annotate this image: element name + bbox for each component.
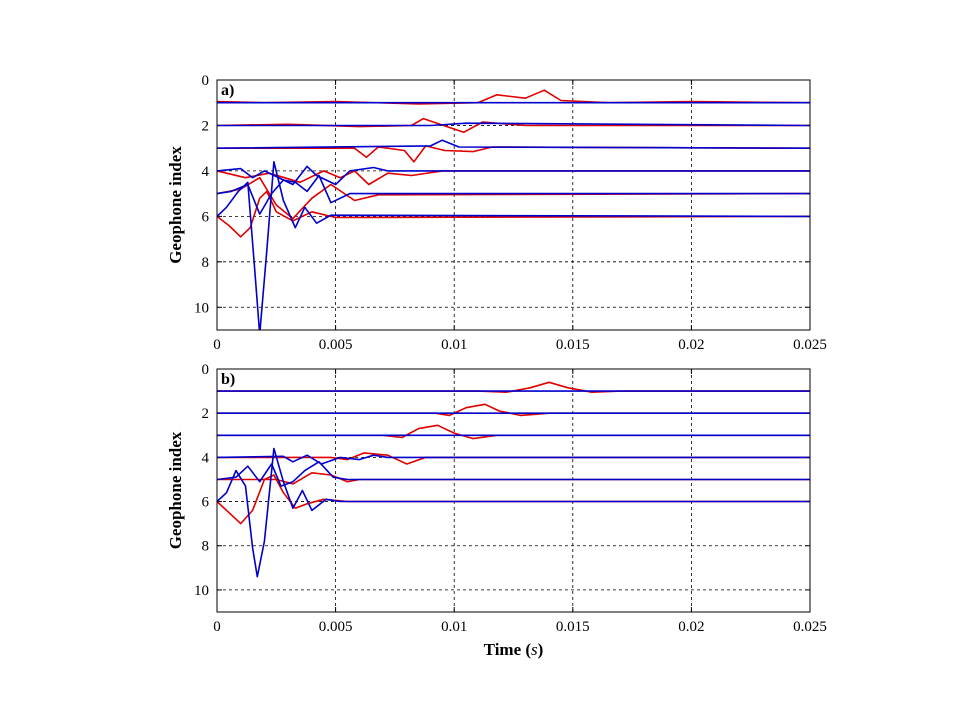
panel-a-trace-g5-red bbox=[217, 176, 810, 220]
panel-b-trace-g5-blue bbox=[217, 461, 810, 487]
panel-a-trace-g2-blue bbox=[217, 122, 810, 127]
panel-a-trace-g3-blue bbox=[217, 139, 810, 149]
panel-a-ylabel: Geophone index bbox=[166, 146, 185, 264]
panel-a-xtick-label: 0.02 bbox=[678, 337, 704, 353]
panel-a-plot-frame bbox=[216, 79, 811, 331]
panel-b-trace-g3-red bbox=[217, 424, 810, 440]
panel-b-xtick-label: 0.025 bbox=[793, 619, 827, 635]
panel-a-xtick-label: 0.01 bbox=[441, 337, 467, 353]
panel-a-trace-g6-red bbox=[217, 190, 810, 238]
panel-a-ytick-label: 0 bbox=[202, 73, 210, 89]
panel-a-label: a) bbox=[221, 82, 234, 99]
panel-b-ytick-label: 4 bbox=[202, 450, 210, 466]
panel-b-trace-g5-red bbox=[217, 472, 810, 485]
panel-a-trace-g6-blue bbox=[217, 161, 810, 330]
panel-b-xlabel: Time (s) bbox=[484, 640, 544, 659]
panel-b-ytick-label: 10 bbox=[194, 583, 209, 599]
panel-a-trace-g1-red bbox=[217, 89, 810, 105]
panel-b-xtick-label: 0.02 bbox=[678, 619, 704, 635]
panel-b-trace-g4-red bbox=[217, 452, 810, 465]
panel-a-ytick-label: 6 bbox=[202, 209, 210, 225]
panel-a-trace-g3-red bbox=[217, 145, 810, 163]
panel-a-xtick-label: 0.015 bbox=[556, 337, 590, 353]
panel-b-ytick-label: 0 bbox=[202, 362, 210, 378]
panel-b-trace-g4-blue bbox=[217, 454, 810, 465]
panel-a-trace-g4-red bbox=[217, 170, 810, 186]
panel-b-xtick-label: 0.01 bbox=[441, 619, 467, 635]
panel-b-ylabel: Geophone index bbox=[166, 431, 185, 549]
panel-a-chart: 0 0.005 0.01 0.015 0.02 0.025 0 2 4 6 8 10 a) Geophon… bbox=[166, 73, 827, 353]
panel-b-plot-frame bbox=[216, 368, 811, 613]
panel-b-ytick-label: 6 bbox=[202, 495, 210, 511]
panel-b-chart: 0 0.005 0.01 0.015 0.02 0.025 0 2 4 6 8 10 b) Geophon… bbox=[166, 362, 827, 659]
panel-a-ytick-label: 2 bbox=[202, 118, 210, 134]
panel-a-xtick-label: 0.005 bbox=[319, 337, 353, 353]
panel-b-trace-g6-blue bbox=[217, 447, 810, 578]
panel-a-xtick-label: 0.025 bbox=[793, 337, 827, 353]
panel-b-xtick-label: 0 bbox=[213, 619, 221, 635]
panel-b-ytick-label: 8 bbox=[202, 539, 210, 555]
panel-a-ytick-label: 4 bbox=[202, 164, 210, 180]
panel-b-label: b) bbox=[221, 371, 235, 388]
panel-b-xtick-label: 0.005 bbox=[319, 619, 353, 635]
panel-a-ytick-label: 8 bbox=[202, 255, 210, 271]
panel-a-traces bbox=[217, 89, 810, 330]
panel-a-xtick-label: 0 bbox=[213, 337, 221, 353]
panel-a-trace-g4-blue bbox=[217, 165, 810, 186]
panel-b-ytick-label: 2 bbox=[202, 406, 210, 422]
panel-b-traces bbox=[217, 381, 810, 578]
panel-b-xtick-label: 0.015 bbox=[556, 619, 590, 635]
panel-a-ytick-label: 10 bbox=[194, 300, 209, 316]
